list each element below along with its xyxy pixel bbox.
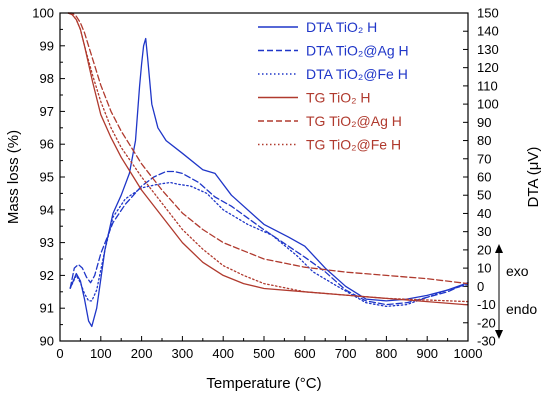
y-right-tick-label: 60 — [477, 170, 491, 185]
x-axis-title: Temperature (°C) — [206, 375, 321, 392]
y-right-tick-label: 70 — [477, 151, 491, 166]
x-tick-label: 0 — [56, 346, 63, 361]
y-left-tick-label: 90 — [40, 334, 54, 349]
legend-label-2: DTA TiO₂@Ag H — [306, 43, 409, 59]
x-tick-label: 1000 — [454, 346, 483, 361]
y-right-tick-label: 10 — [477, 261, 491, 276]
x-tick-label: 600 — [294, 346, 316, 361]
y-right-tick-label: 150 — [477, 6, 499, 21]
legend: DTA TiO₂ H DTA TiO₂@Ag H DTA TiO₂@Fe H TG T… — [258, 19, 409, 153]
y-left-tick-label: 91 — [40, 301, 54, 316]
legend-label-1: DTA TiO₂ H — [306, 19, 377, 35]
plot-frame — [59, 12, 469, 342]
x-tick-label: 500 — [253, 346, 275, 361]
y-right-tick-label: 140 — [477, 24, 499, 39]
legend-label-4: TG TiO₂ H — [306, 90, 371, 106]
x-tick-label: 100 — [90, 346, 112, 361]
y-right-tick-label: 40 — [477, 206, 491, 221]
y-right-tick-label: 80 — [477, 133, 491, 148]
legend-label-6: TG TiO₂@Fe H — [306, 137, 401, 153]
x-tick-label: 300 — [172, 346, 194, 361]
series-layer — [67, 12, 469, 328]
y-right-tick-label: 0 — [477, 279, 484, 294]
y-right-tick-label: 110 — [477, 78, 498, 93]
y-right-tick-label: -10 — [477, 297, 496, 312]
y-left-tick-label: 97 — [40, 104, 54, 119]
y-left-tick-label: 95 — [40, 170, 54, 185]
series-line-6 — [67, 12, 469, 303]
y-right-tick-label: 30 — [477, 224, 491, 239]
y-axis-right-title: DTA (μV) — [525, 147, 542, 208]
y-right-tick-label: 20 — [477, 242, 491, 257]
y-left-tick-label: 96 — [40, 137, 54, 152]
y-right-tick-label: 130 — [477, 42, 499, 57]
series-line-1 — [69, 37, 469, 328]
y-axis-left-title: Mass loss (%) — [5, 130, 22, 224]
y-left-tick-label: 92 — [40, 268, 54, 283]
x-tick-label: 900 — [416, 346, 438, 361]
exo-arrow-icon — [495, 244, 503, 253]
y-right-tick-label: -30 — [477, 334, 496, 349]
y-left-tick-label: 93 — [40, 235, 54, 250]
series-line-3 — [69, 181, 469, 308]
series-line-5 — [67, 12, 469, 285]
y-left-tick-label: 98 — [40, 71, 54, 86]
y-right-tick-label: 90 — [477, 115, 491, 130]
y-right-tick-label: -20 — [477, 315, 496, 330]
y-left-tick-label: 100 — [32, 6, 54, 21]
legend-label-5: TG TiO₂@Ag H — [306, 113, 402, 129]
y-left-tick-label: 99 — [40, 38, 54, 53]
exo-label: exo — [506, 263, 529, 279]
x-tick-label: 700 — [335, 346, 357, 361]
exo-endo-indicator: exo endo — [495, 244, 537, 339]
series-line-2 — [69, 170, 469, 306]
x-tick-label: 400 — [212, 346, 234, 361]
legend-label-3: DTA TiO₂@Fe H — [306, 66, 408, 82]
axis-ticks: 0 100 200 300 400 500 600 700 800 900 100090919293… — [32, 6, 498, 362]
y-right-tick-label: 100 — [477, 97, 499, 112]
endo-label: endo — [506, 301, 537, 317]
x-tick-label: 800 — [376, 346, 398, 361]
x-tick-label: 200 — [131, 346, 153, 361]
y-left-tick-label: 94 — [40, 202, 54, 217]
endo-arrow-icon — [495, 330, 503, 339]
y-right-tick-label: 120 — [477, 60, 499, 75]
y-right-tick-label: 50 — [477, 188, 491, 203]
